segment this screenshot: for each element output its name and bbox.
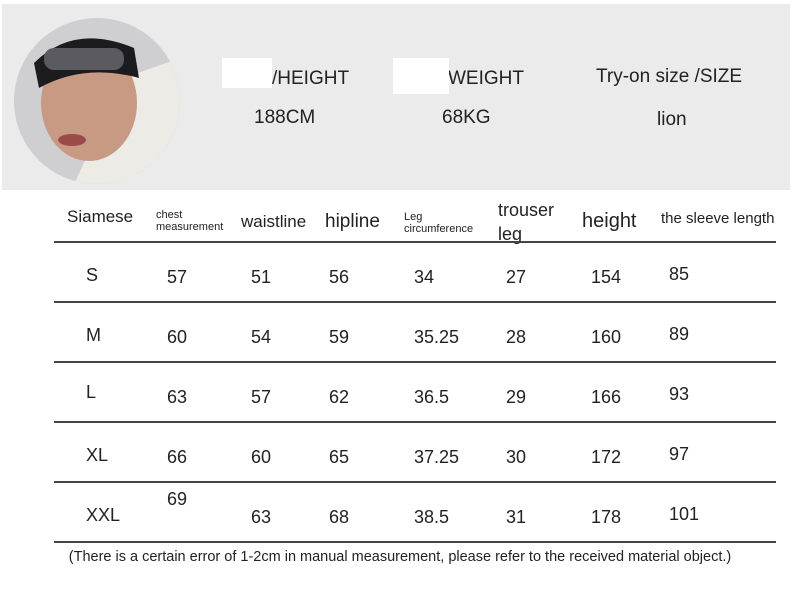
redaction-box [393,58,449,94]
measurement-cell: 60 [251,447,272,467]
measurement-cell: 28 [506,327,527,347]
model-height-value: 188CM [254,107,316,128]
model-height-label: /HEIGHT [272,68,350,89]
measurement-cell: 37.25 [414,447,460,467]
measurement-cell: 38.5 [414,507,450,527]
column-header: the sleeve length [661,210,775,227]
model-weight-value: 68KG [442,107,491,128]
model-size-label: Try-on size /SIZE [596,66,743,87]
measurement-cell: 89 [669,324,690,344]
size-cell: S [86,265,99,285]
row-divider [54,541,776,543]
model-size-value: lion [657,109,687,130]
measurement-cell: 56 [329,267,350,287]
measurement-cell: 154 [591,267,622,287]
size-cell: XL [86,445,109,465]
column-header: height [582,210,637,232]
measurement-cell: 59 [329,327,350,347]
measurement-cell: 57 [167,267,188,287]
measurement-cell: 101 [669,504,700,524]
row-divider [54,481,776,483]
measurement-cell: 160 [591,327,622,347]
measurement-cell: 36.5 [414,387,450,407]
measurement-cell: 57 [251,387,272,407]
column-header: hipline [325,211,380,232]
measurement-cell: 30 [506,447,527,467]
row-divider [54,421,776,423]
row-divider [54,361,776,363]
measurement-cell: 54 [251,327,272,347]
measurement-cell: 66 [167,447,188,467]
size-cell: XXL [86,505,121,525]
measurement-cell: 178 [591,507,622,527]
measurement-cell: 35.25 [414,327,460,347]
measurement-cell: 62 [329,387,350,407]
column-header: trouser leg [498,200,555,244]
measurement-cell: 97 [669,444,690,464]
measurement-cell: 69 [167,489,188,509]
measurement-cell: 27 [506,267,527,287]
column-header: Siamese [67,207,134,226]
column-header: Leg circumference [404,211,474,235]
measurement-cell: 85 [669,264,690,284]
measurement-cell: 63 [251,507,272,527]
column-header: chest measurement [156,209,224,233]
row-divider [54,301,776,303]
redaction-box [222,58,272,88]
model-weight-label: WEIGHT [448,68,524,89]
model-photo [14,18,180,184]
measurement-cell: 166 [591,387,622,407]
size-cell: M [86,325,101,345]
measurement-cell: 63 [167,387,188,407]
size-cell: L [86,382,97,402]
footnote: (There is a certain error of 1-2cm in ma… [68,549,732,565]
measurement-cell: 65 [329,447,350,467]
measurement-cell: 34 [414,267,435,287]
measurement-cell: 29 [506,387,527,407]
column-header: waistline [241,212,307,231]
measurement-cell: 31 [506,507,527,527]
row-divider [54,241,776,243]
measurement-cell: 51 [251,267,272,287]
measurement-cell: 60 [167,327,188,347]
measurement-cell: 172 [591,447,622,467]
measurement-cell: 93 [669,384,690,404]
measurement-cell: 68 [329,507,350,527]
